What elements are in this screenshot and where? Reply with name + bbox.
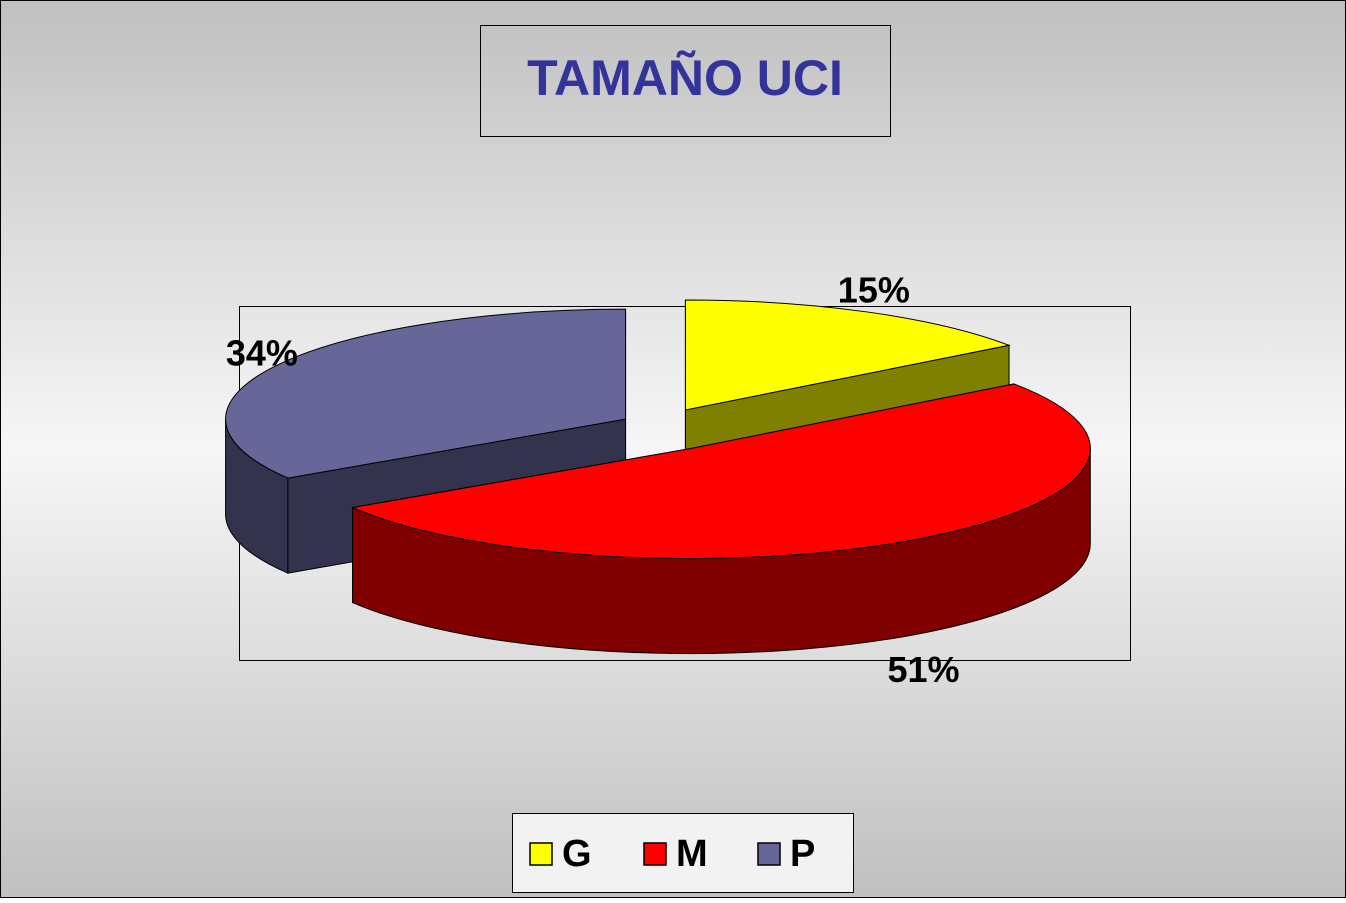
data-label: 15% xyxy=(838,269,910,310)
slice-top xyxy=(350,383,1091,560)
data-label: 34% xyxy=(226,332,298,373)
data-label: 51% xyxy=(888,649,960,690)
legend-swatch xyxy=(757,842,781,866)
legend-swatch xyxy=(643,842,667,866)
title-box xyxy=(480,25,891,137)
legend-label: M xyxy=(676,833,708,875)
legend-label: P xyxy=(790,833,815,875)
legend-swatch xyxy=(529,842,553,866)
legend-label: G xyxy=(562,833,592,875)
pie-slice xyxy=(350,383,1091,655)
slice-top xyxy=(225,308,627,479)
legend-box xyxy=(512,813,854,893)
pie: 15% 34% 51% xyxy=(225,269,1091,690)
slice-top xyxy=(684,299,1011,411)
chart-title: TAMAÑO UCI xyxy=(527,50,843,106)
